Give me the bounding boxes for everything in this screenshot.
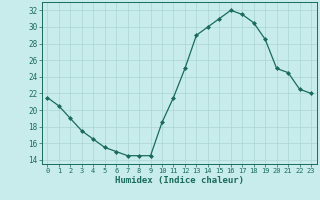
X-axis label: Humidex (Indice chaleur): Humidex (Indice chaleur) [115, 176, 244, 185]
